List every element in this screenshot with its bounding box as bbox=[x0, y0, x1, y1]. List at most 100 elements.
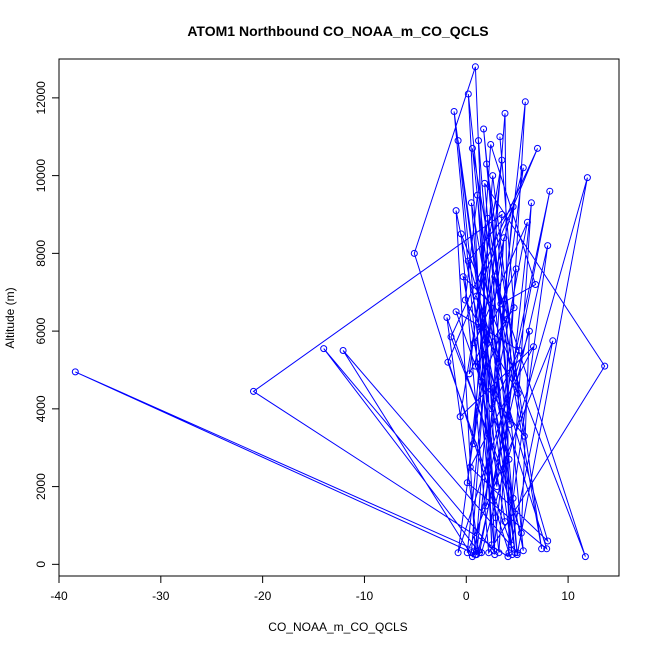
data-point bbox=[464, 90, 472, 98]
data-point bbox=[470, 339, 478, 347]
data-point bbox=[474, 191, 481, 199]
data-point bbox=[463, 549, 471, 557]
data-point bbox=[475, 137, 482, 145]
y-tick-label: 4000 bbox=[34, 395, 48, 422]
data-point bbox=[465, 370, 473, 378]
data-point bbox=[483, 160, 491, 168]
data-point bbox=[521, 98, 529, 106]
series-points bbox=[71, 63, 609, 561]
data-point bbox=[538, 545, 546, 553]
data-point bbox=[503, 315, 511, 323]
data-point bbox=[543, 545, 551, 553]
data-point bbox=[481, 350, 489, 358]
data-point bbox=[461, 296, 469, 304]
data-point bbox=[454, 549, 462, 557]
data-point bbox=[511, 549, 519, 557]
data-point bbox=[546, 187, 554, 195]
data-point bbox=[339, 347, 347, 354]
data-point bbox=[514, 389, 522, 397]
data-point bbox=[497, 300, 505, 308]
data-point bbox=[581, 553, 589, 561]
data-point bbox=[510, 304, 518, 312]
data-point bbox=[444, 358, 452, 366]
data-point bbox=[513, 549, 521, 557]
data-point bbox=[480, 125, 488, 133]
data-point bbox=[509, 203, 517, 211]
y-tick-label: 12000 bbox=[34, 81, 48, 115]
data-point bbox=[491, 551, 499, 559]
x-axis-label: CO_NOAA_m_CO_QCLS bbox=[268, 620, 407, 634]
data-point bbox=[509, 494, 517, 502]
data-point bbox=[515, 347, 523, 354]
data-point bbox=[320, 345, 328, 353]
x-tick-label: -40 bbox=[50, 589, 68, 603]
data-point bbox=[71, 368, 79, 376]
chart-title: ATOM1 Northbound CO_NOAA_m_CO_QCLS bbox=[187, 23, 488, 39]
data-point bbox=[488, 405, 496, 413]
data-point bbox=[507, 541, 515, 549]
data-point bbox=[471, 362, 479, 370]
y-tick-label: 0 bbox=[34, 561, 48, 568]
y-tick-label: 2000 bbox=[34, 473, 48, 500]
data-point bbox=[482, 502, 490, 510]
y-tick-label: 6000 bbox=[34, 317, 48, 344]
data-point bbox=[549, 337, 557, 345]
data-point bbox=[485, 549, 493, 557]
data-point bbox=[501, 518, 509, 526]
data-point bbox=[464, 257, 472, 265]
data-point bbox=[532, 281, 539, 288]
plot-frame bbox=[58, 58, 620, 577]
data-point bbox=[489, 172, 497, 180]
data-point bbox=[534, 144, 541, 152]
data-point bbox=[519, 547, 527, 555]
data-point bbox=[496, 133, 504, 141]
data-point bbox=[501, 109, 509, 117]
data-point bbox=[520, 432, 528, 440]
y-axis: 0 2000 4000 6000 8000 10000 12000 bbox=[34, 81, 59, 568]
data-point bbox=[468, 144, 476, 152]
data-point bbox=[492, 514, 500, 522]
data-point bbox=[544, 242, 552, 250]
data-point bbox=[523, 218, 531, 226]
data-point bbox=[512, 265, 520, 273]
y-tick-label: 8000 bbox=[34, 240, 48, 267]
data-point bbox=[506, 420, 514, 428]
data-point bbox=[463, 479, 471, 487]
data-point bbox=[519, 164, 527, 172]
series-polyline bbox=[75, 66, 606, 558]
data-point bbox=[498, 211, 506, 218]
x-tick-label: -30 bbox=[152, 589, 170, 603]
data-point bbox=[504, 553, 512, 561]
data-point bbox=[491, 273, 499, 281]
data-point bbox=[487, 141, 495, 148]
data-point bbox=[466, 463, 474, 471]
data-point bbox=[452, 308, 460, 316]
data-point bbox=[468, 553, 476, 561]
data-point bbox=[452, 207, 460, 215]
x-tick-label: -10 bbox=[356, 589, 374, 603]
data-point bbox=[250, 387, 257, 395]
y-tick-label: 10000 bbox=[34, 159, 48, 193]
x-axis: -40 -30 -20 -10 0 10 bbox=[50, 576, 575, 603]
data-point bbox=[481, 179, 489, 187]
x-tick-label: 10 bbox=[561, 589, 575, 603]
data-point bbox=[505, 455, 513, 463]
data-point bbox=[544, 537, 552, 545]
data-point bbox=[513, 551, 521, 559]
data-point bbox=[475, 547, 482, 555]
data-point bbox=[469, 440, 477, 448]
data-point bbox=[478, 378, 485, 386]
data-point bbox=[601, 362, 609, 370]
data-point bbox=[484, 214, 492, 222]
data-point bbox=[517, 529, 525, 537]
data-point bbox=[583, 174, 591, 182]
data-point bbox=[450, 108, 458, 115]
data-point bbox=[493, 483, 501, 491]
y-axis-label: Altitude (m) bbox=[3, 287, 17, 348]
data-point bbox=[494, 358, 502, 366]
data-point bbox=[467, 199, 475, 207]
data-point bbox=[530, 343, 537, 351]
data-point bbox=[457, 230, 465, 238]
